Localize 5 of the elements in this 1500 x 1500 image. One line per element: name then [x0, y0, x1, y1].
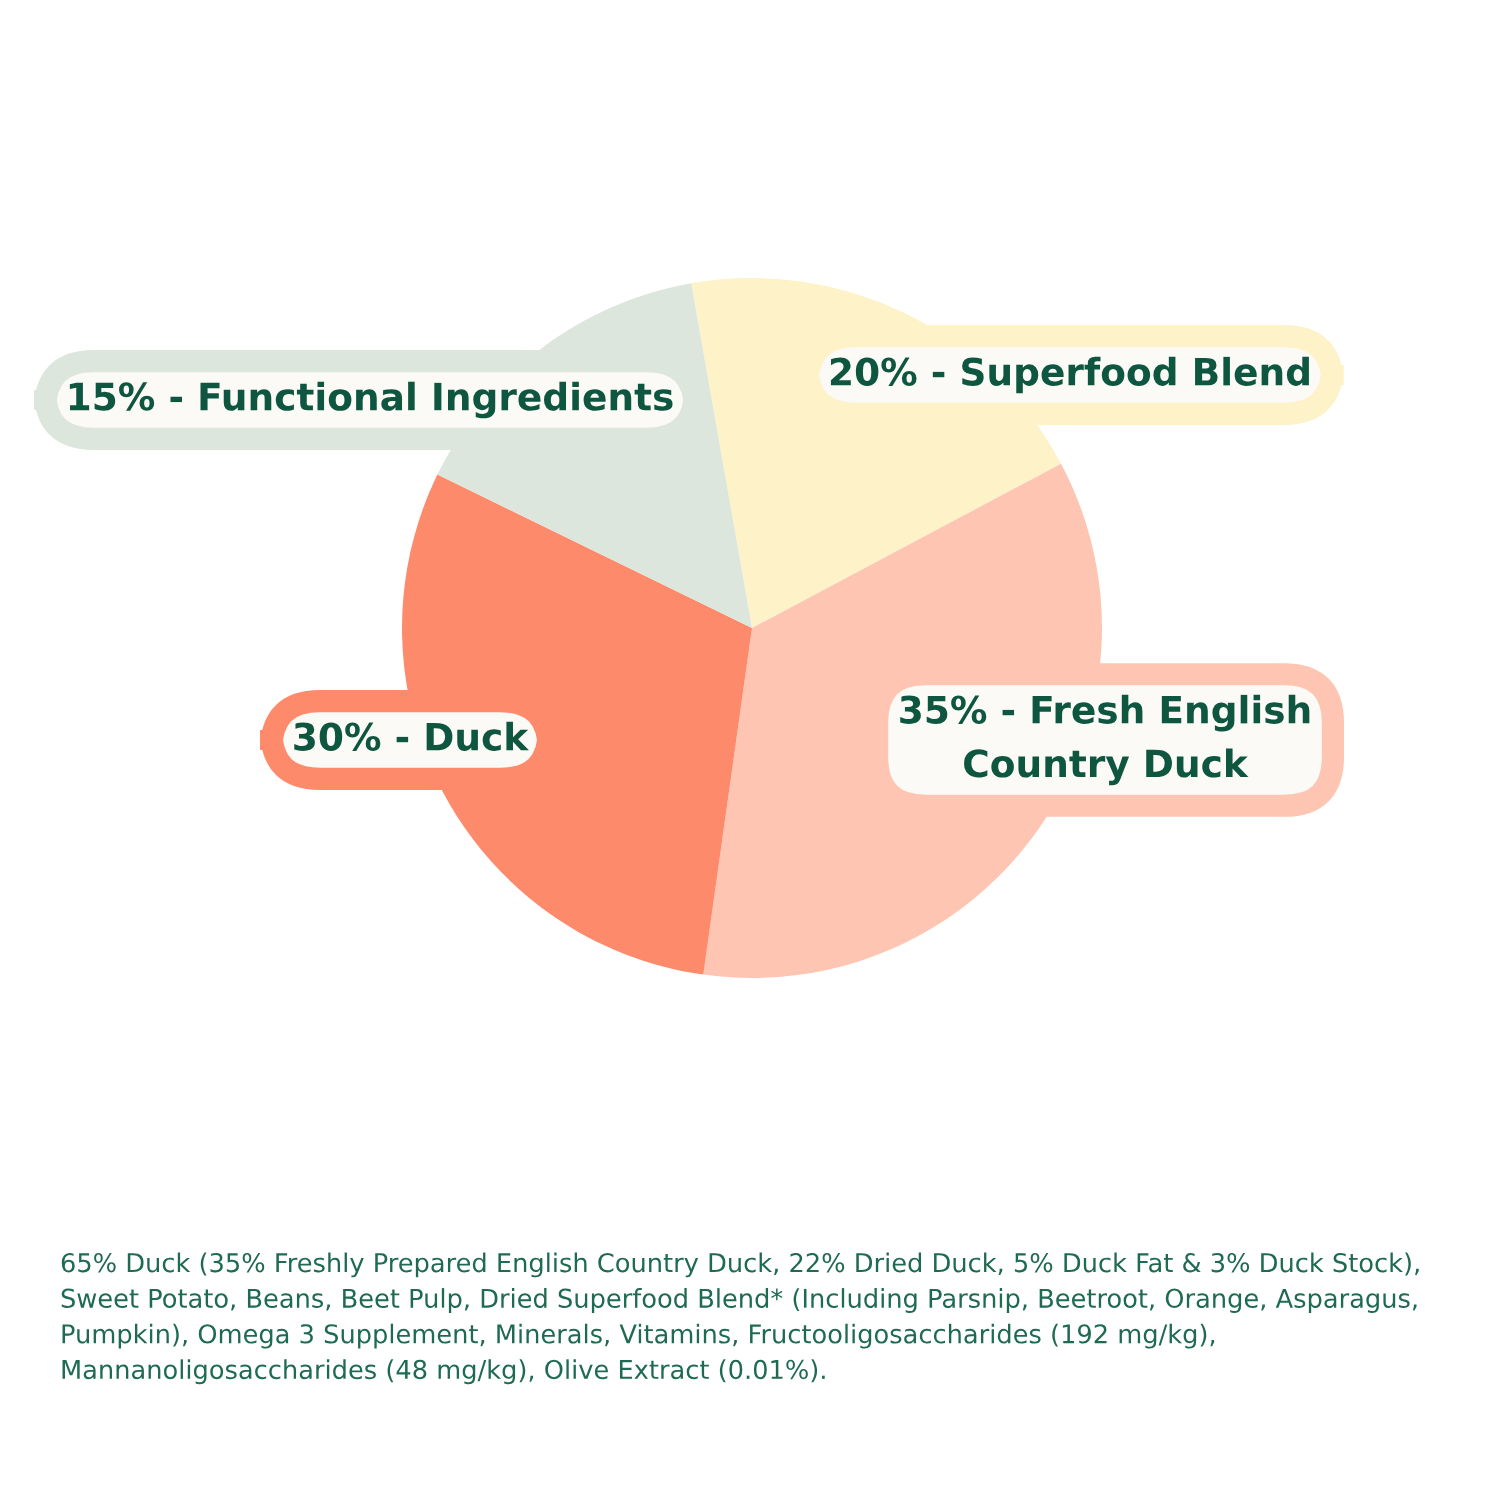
slice-label: 30% - Duck [294, 721, 529, 751]
text: 65% Duck (35% Freshly Prepared English Country Duck, 22% Dried Duck, 5% Duck Fat & 3% Duck Stock), Sweet Potato, Beans, Beet Pulp, Dried Superfood Blend* (Including Parsnip, Beetroot, Orange, Asparagus, Pumpkin), Omega 3 Supplement, Minerals, Vitamins, Fructooligosaccharides (192 mg/kg), Mannanoligosaccharides (48 mg/kg), Olive Extract (0.01%). [61, 1252, 1419, 1385]
slice-label: 35% - Fresh English Country Duck [900, 694, 1310, 786]
slice-label: 15% - Functional Ingredients [69, 381, 673, 419]
slice-label: 20% - Superfood Blend [830, 356, 1309, 394]
